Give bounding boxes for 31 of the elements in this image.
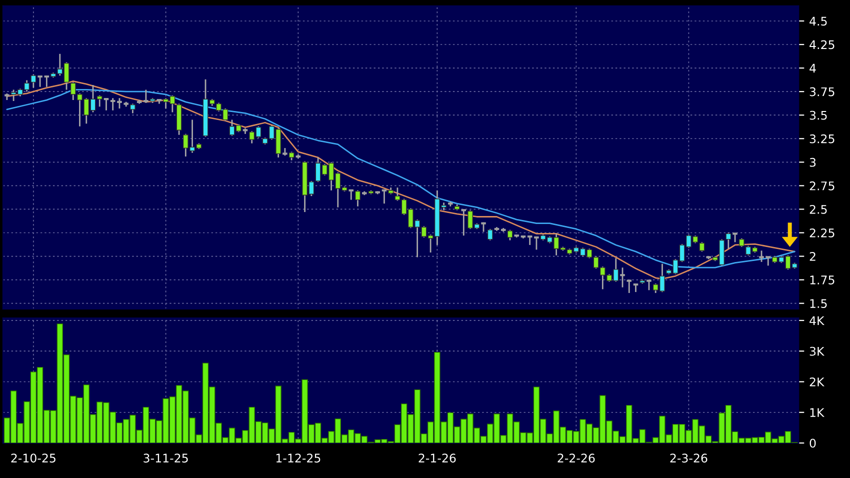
y-tick-label: 1.75 xyxy=(810,276,834,284)
x-tick-label: 1-12-25 xyxy=(276,454,320,463)
y-tick-label: 2.5 xyxy=(810,204,827,214)
candlestick xyxy=(102,97,110,112)
candlestick xyxy=(380,188,388,204)
x-tick-label: 2-10-25 xyxy=(11,454,56,463)
y-tick-label: 1.5 xyxy=(810,299,827,308)
y-tick-label: 3 xyxy=(810,158,816,167)
y-tick-label: 4K xyxy=(810,316,824,325)
x-tick-label: 2-1-26 xyxy=(418,454,456,463)
candlestick xyxy=(699,241,705,252)
candlestick xyxy=(533,236,540,250)
y-tick-label: 2.25 xyxy=(810,228,834,238)
y-tick-label: 1K xyxy=(810,408,824,417)
y-tick-label: 3K xyxy=(810,346,824,356)
y-tick-label: 0 xyxy=(810,438,816,448)
y-tick-label: 2 xyxy=(810,252,816,261)
x-tick-label: 3-11-25 xyxy=(144,454,188,463)
candlestick xyxy=(142,88,150,104)
candlestick xyxy=(619,266,626,288)
y-tick-label: 4.5 xyxy=(810,16,827,26)
y-tick-label: 4.25 xyxy=(810,40,834,50)
candlestick xyxy=(116,97,123,110)
y-tick-label: 3.5 xyxy=(810,110,827,120)
y-tick-label: 3.75 xyxy=(810,87,834,96)
x-tick-label: 2-3-26 xyxy=(670,454,708,463)
x-tick-label: 2-2-26 xyxy=(558,454,595,463)
y-tick-label: 3.25 xyxy=(810,134,834,144)
y-tick-label: 4 xyxy=(810,64,816,73)
y-tick-label: 2K xyxy=(810,377,824,386)
y-tick-label: 2.75 xyxy=(810,181,834,190)
